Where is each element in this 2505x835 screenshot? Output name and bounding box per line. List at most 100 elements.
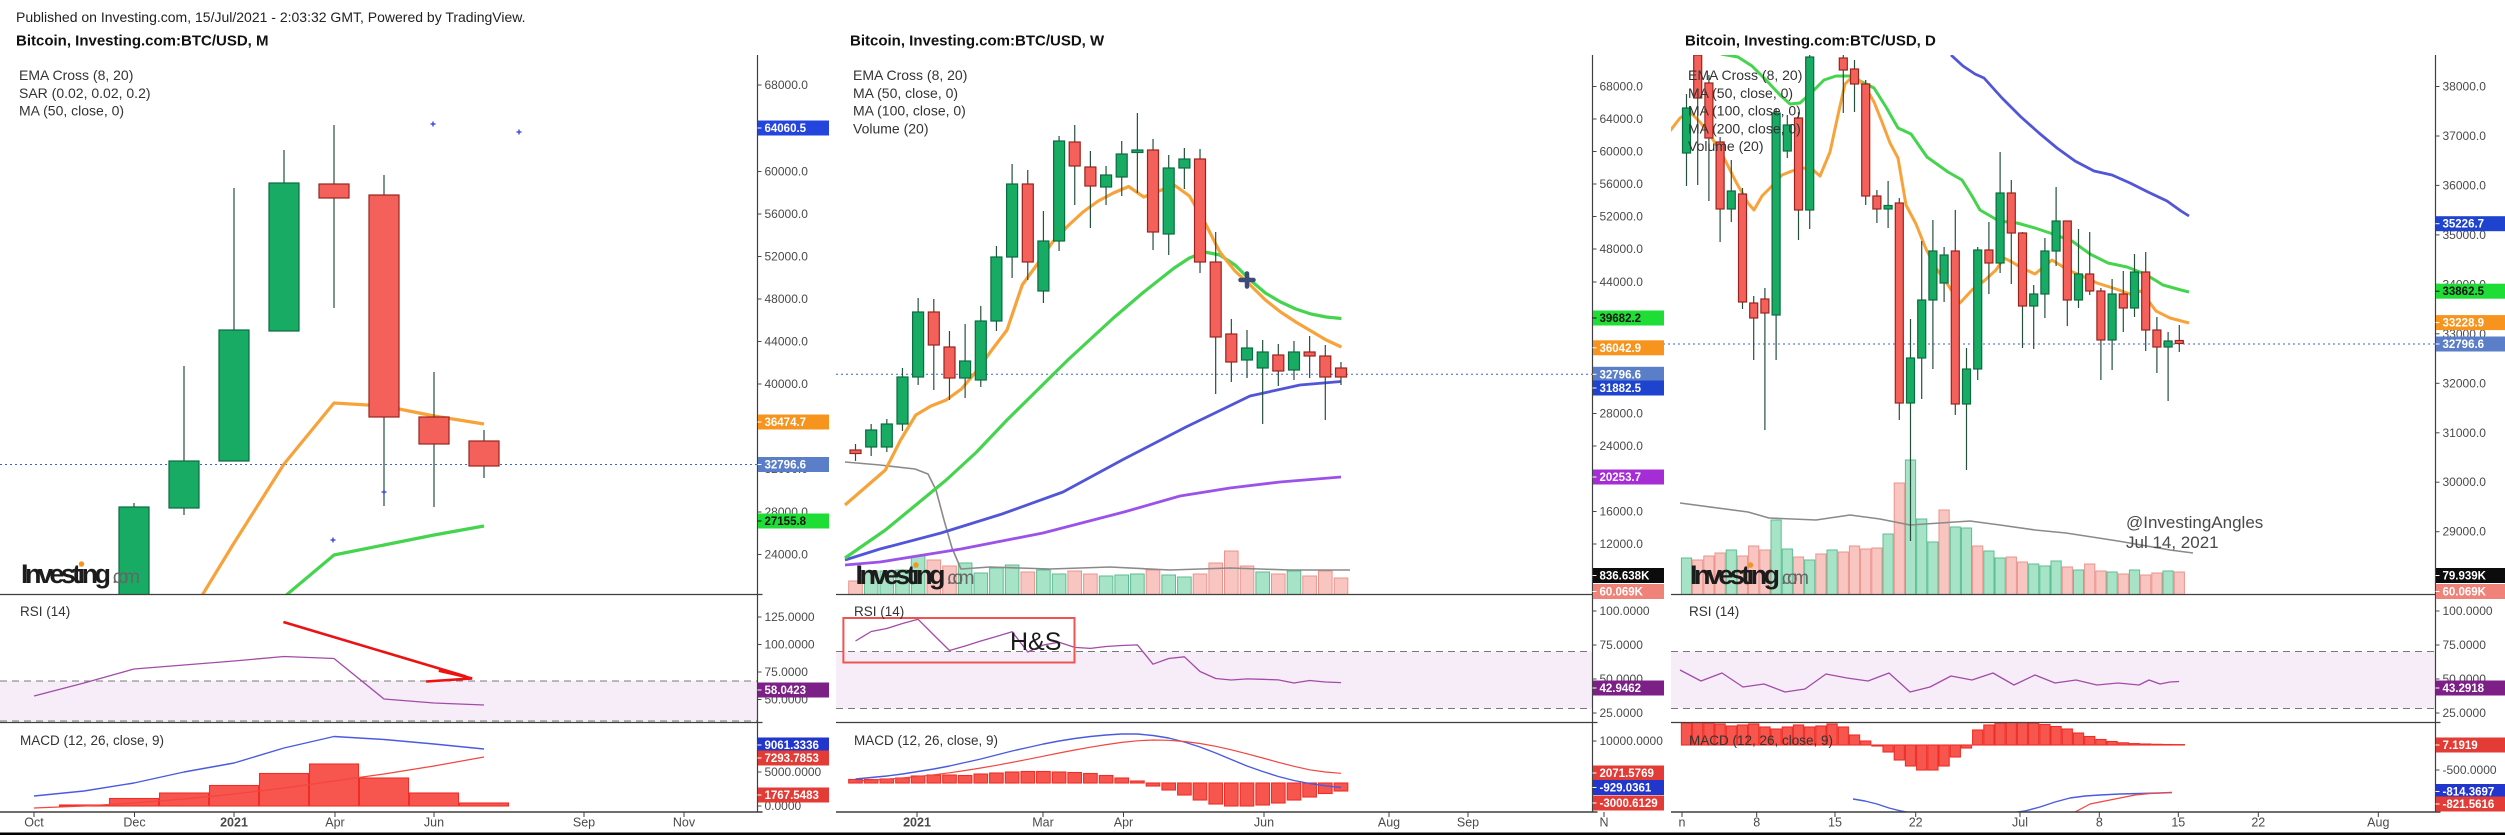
svg-text:Jun: Jun bbox=[1254, 816, 1274, 830]
svg-text:Bitcoin, Investing.com:BTC/USD: Bitcoin, Investing.com:BTC/USD, W bbox=[850, 33, 1105, 50]
svg-text:Oct: Oct bbox=[24, 816, 44, 830]
svg-text:Jul 14, 2021: Jul 14, 2021 bbox=[2126, 533, 2219, 552]
svg-text:EMA Cross (8, 20): EMA Cross (8, 20) bbox=[853, 67, 967, 83]
svg-text:33862.5: 33862.5 bbox=[2443, 286, 2485, 298]
svg-text:H&S: H&S bbox=[1010, 628, 1061, 656]
svg-text:33228.9: 33228.9 bbox=[2443, 318, 2485, 330]
svg-text:MA (50, close, 0): MA (50, close, 0) bbox=[1688, 85, 1793, 101]
svg-text:36042.9: 36042.9 bbox=[1600, 343, 1642, 355]
svg-text:RSI (14): RSI (14) bbox=[20, 604, 70, 619]
svg-text:48000.0: 48000.0 bbox=[765, 292, 809, 306]
svg-text:42.9462: 42.9462 bbox=[1600, 683, 1642, 695]
svg-text:12000.0: 12000.0 bbox=[1600, 537, 1644, 551]
svg-text:RSI (14): RSI (14) bbox=[1689, 604, 1739, 619]
svg-text:8: 8 bbox=[1753, 816, 1760, 830]
svg-text:Dec: Dec bbox=[123, 816, 145, 830]
svg-text:MACD (12, 26, close, 9): MACD (12, 26, close, 9) bbox=[20, 733, 164, 748]
svg-text:22: 22 bbox=[1909, 816, 1923, 830]
svg-text:Volume (20): Volume (20) bbox=[853, 120, 928, 136]
svg-text:-500.0000: -500.0000 bbox=[2443, 763, 2497, 777]
svg-text:7293.7853: 7293.7853 bbox=[765, 753, 819, 765]
svg-text:100.0000: 100.0000 bbox=[1600, 604, 1650, 618]
svg-text:MA (100, close, 0): MA (100, close, 0) bbox=[1688, 103, 1801, 119]
svg-text:-929.0361: -929.0361 bbox=[1600, 783, 1652, 795]
svg-text:52000.0: 52000.0 bbox=[1600, 210, 1644, 224]
svg-text:Investing: Investing bbox=[21, 559, 111, 589]
svg-text:22: 22 bbox=[2251, 816, 2265, 830]
svg-text:-3000.6129: -3000.6129 bbox=[1600, 798, 1658, 810]
svg-text:40000.0: 40000.0 bbox=[765, 377, 809, 391]
svg-text:.com: .com bbox=[112, 567, 140, 588]
svg-text:32796.6: 32796.6 bbox=[765, 460, 807, 472]
svg-text:15: 15 bbox=[2171, 816, 2185, 830]
svg-text:60000.0: 60000.0 bbox=[765, 165, 809, 179]
svg-text:16000.0: 16000.0 bbox=[1600, 505, 1644, 519]
svg-text:75.0000: 75.0000 bbox=[1600, 638, 1644, 652]
svg-text:1767.5483: 1767.5483 bbox=[765, 790, 819, 802]
svg-text:31000.0: 31000.0 bbox=[2443, 426, 2487, 440]
svg-text:-814.3697: -814.3697 bbox=[2443, 787, 2495, 799]
svg-text:100.0000: 100.0000 bbox=[765, 638, 815, 652]
svg-text:MA (50, close, 0): MA (50, close, 0) bbox=[19, 103, 124, 119]
svg-text:60.069K: 60.069K bbox=[2443, 587, 2487, 599]
svg-text:32796.6: 32796.6 bbox=[2443, 339, 2485, 351]
svg-text:EMA Cross (8, 20): EMA Cross (8, 20) bbox=[1688, 67, 1802, 83]
svg-text:32796.6: 32796.6 bbox=[1600, 369, 1642, 381]
svg-text:38000.0: 38000.0 bbox=[2443, 80, 2487, 94]
svg-text:64000.0: 64000.0 bbox=[1600, 112, 1644, 126]
svg-text:75.0000: 75.0000 bbox=[2443, 638, 2487, 652]
svg-text:44000.0: 44000.0 bbox=[1600, 275, 1644, 289]
svg-text:Aug: Aug bbox=[1378, 816, 1400, 830]
svg-text:836.638K: 836.638K bbox=[1600, 571, 1651, 583]
svg-text:2021: 2021 bbox=[220, 816, 248, 830]
svg-text:Jun: Jun bbox=[424, 816, 444, 830]
svg-text:15: 15 bbox=[1828, 816, 1842, 830]
svg-text:60.069K: 60.069K bbox=[1600, 587, 1644, 599]
svg-text:25.0000: 25.0000 bbox=[2443, 706, 2487, 720]
svg-text:8: 8 bbox=[2096, 816, 2103, 830]
svg-text:Published on Investing.com, 15: Published on Investing.com, 15/Jul/2021 … bbox=[16, 9, 525, 25]
svg-text:2071.5769: 2071.5769 bbox=[1600, 768, 1654, 780]
svg-text:48000.0: 48000.0 bbox=[1600, 242, 1644, 256]
svg-text:43.2918: 43.2918 bbox=[2443, 683, 2485, 695]
svg-text:60000.0: 60000.0 bbox=[1600, 145, 1644, 159]
svg-text:64060.5: 64060.5 bbox=[765, 123, 807, 135]
svg-text:75.0000: 75.0000 bbox=[765, 665, 809, 679]
svg-text:27155.8: 27155.8 bbox=[765, 516, 807, 528]
svg-text:Jul: Jul bbox=[2012, 816, 2028, 830]
svg-text:SAR (0.02, 0.02, 0.2): SAR (0.02, 0.02, 0.2) bbox=[19, 85, 151, 101]
svg-text:79.939K: 79.939K bbox=[2443, 571, 2487, 583]
svg-text:MACD (12, 26, close, 9): MACD (12, 26, close, 9) bbox=[854, 733, 998, 748]
svg-text:28000.0: 28000.0 bbox=[1600, 407, 1644, 421]
svg-text:24000.0: 24000.0 bbox=[1600, 439, 1644, 453]
svg-text:Volume (20): Volume (20) bbox=[1688, 138, 1763, 154]
svg-text:44000.0: 44000.0 bbox=[765, 335, 809, 349]
svg-text:36474.7: 36474.7 bbox=[765, 417, 807, 429]
svg-text:20253.7: 20253.7 bbox=[1600, 472, 1642, 484]
svg-text:58.0423: 58.0423 bbox=[765, 685, 807, 697]
svg-text:Aug: Aug bbox=[2367, 816, 2389, 830]
svg-text:Mar: Mar bbox=[1032, 816, 1054, 830]
svg-text:25.0000: 25.0000 bbox=[1600, 706, 1644, 720]
svg-text:24000.0: 24000.0 bbox=[765, 548, 809, 562]
svg-text:30000.0: 30000.0 bbox=[2443, 475, 2487, 489]
svg-text:Bitcoin, Investing.com:BTC/USD: Bitcoin, Investing.com:BTC/USD, M bbox=[16, 33, 269, 50]
svg-text:-821.5616: -821.5616 bbox=[2443, 799, 2495, 811]
svg-text:Bitcoin, Investing.com:BTC/USD: Bitcoin, Investing.com:BTC/USD, D bbox=[1685, 33, 1936, 50]
svg-text:EMA Cross (8, 20): EMA Cross (8, 20) bbox=[19, 67, 133, 83]
svg-text:35226.7: 35226.7 bbox=[2443, 219, 2485, 231]
svg-text:.com: .com bbox=[1781, 568, 1809, 589]
svg-text:32000.0: 32000.0 bbox=[2443, 376, 2487, 390]
svg-text:Nov: Nov bbox=[673, 816, 696, 830]
svg-text:Apr: Apr bbox=[325, 816, 344, 830]
svg-text:2021: 2021 bbox=[903, 816, 931, 830]
svg-text:@InvestingAngles: @InvestingAngles bbox=[2126, 513, 2263, 532]
svg-text:56000.0: 56000.0 bbox=[765, 207, 809, 221]
svg-text:39682.2: 39682.2 bbox=[1600, 313, 1642, 325]
svg-text:RSI (14): RSI (14) bbox=[854, 604, 904, 619]
svg-text:Investing: Investing bbox=[1690, 560, 1780, 590]
svg-text:10000.0000: 10000.0000 bbox=[1600, 734, 1664, 748]
svg-text:.com: .com bbox=[947, 568, 975, 589]
svg-text:Sep: Sep bbox=[1457, 816, 1479, 830]
svg-text:36000.0: 36000.0 bbox=[2443, 178, 2487, 192]
